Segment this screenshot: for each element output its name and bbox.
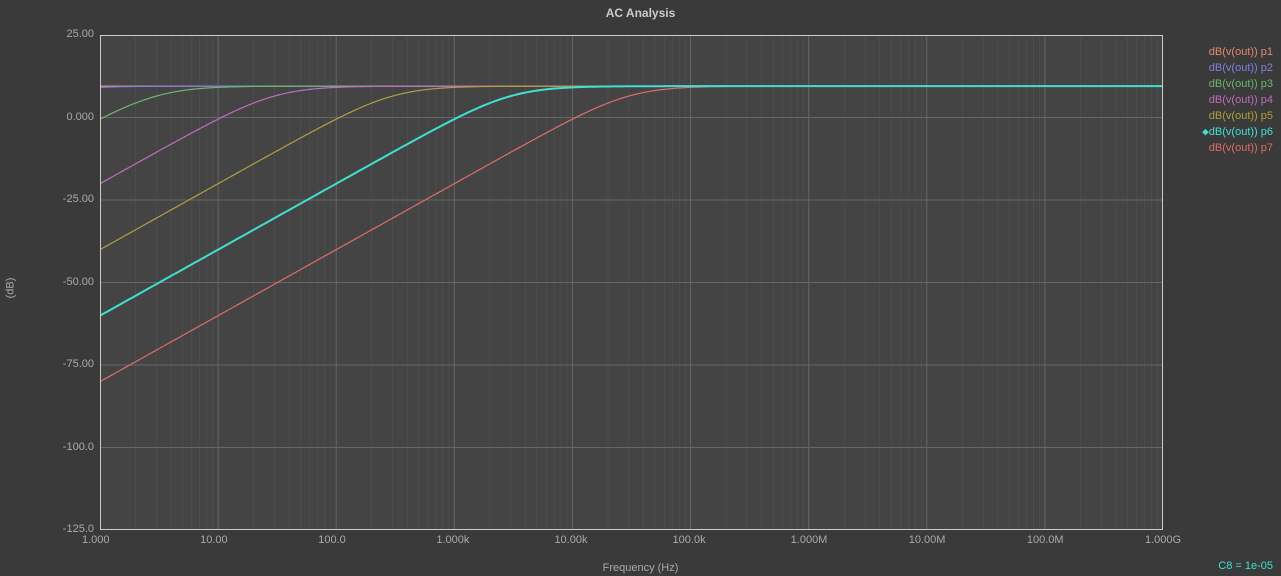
legend-item-p2[interactable]: dB(v(out)) p2 [1202,60,1273,76]
x-axis-label: Frequency (Hz) [0,562,1281,574]
x-tick-label: 10.00 [200,534,228,546]
y-tick-label: 25.00 [66,28,94,40]
x-tick-label: 100.0k [673,534,706,546]
legend-item-p3[interactable]: dB(v(out)) p3 [1202,76,1273,92]
legend-item-p7[interactable]: dB(v(out)) p7 [1202,140,1273,156]
plot-area[interactable] [100,35,1163,530]
x-tick-label: 1.000 [82,534,110,546]
y-tick-label: -50.00 [63,276,94,288]
y-tick-label: 0.000 [66,111,94,123]
legend-item-p4[interactable]: dB(v(out)) p4 [1202,92,1273,108]
x-tick-label: 1.000G [1145,534,1181,546]
x-tick-label: 1.000k [436,534,469,546]
legend-item-p6[interactable]: ◆dB(v(out)) p6 [1202,124,1273,140]
x-tick-label: 10.00k [554,534,587,546]
x-tick-label: 10.00M [909,534,946,546]
y-tick-label: -100.0 [63,441,94,453]
y-tick-label: -75.00 [63,358,94,370]
chart-title: AC Analysis [0,6,1281,20]
legend-marker-icon: ◆ [1202,125,1209,138]
y-axis-label: (dB) [4,278,16,299]
y-tick-label: -25.00 [63,193,94,205]
legend-item-p1[interactable]: dB(v(out)) p1 [1202,44,1273,60]
x-tick-label: 100.0M [1027,534,1064,546]
chart-container: { "chart": { "type": "line", "title": "A… [0,0,1281,576]
footer-text: C8 = 1e-05 [1218,560,1273,572]
footer-note: C8 = 1e-05 [1218,560,1273,572]
x-tick-label: 1.000M [791,534,828,546]
x-tick-label: 100.0 [318,534,346,546]
legend-item-p5[interactable]: dB(v(out)) p5 [1202,108,1273,124]
legend: dB(v(out)) p1dB(v(out)) p2dB(v(out)) p3d… [1202,44,1273,156]
